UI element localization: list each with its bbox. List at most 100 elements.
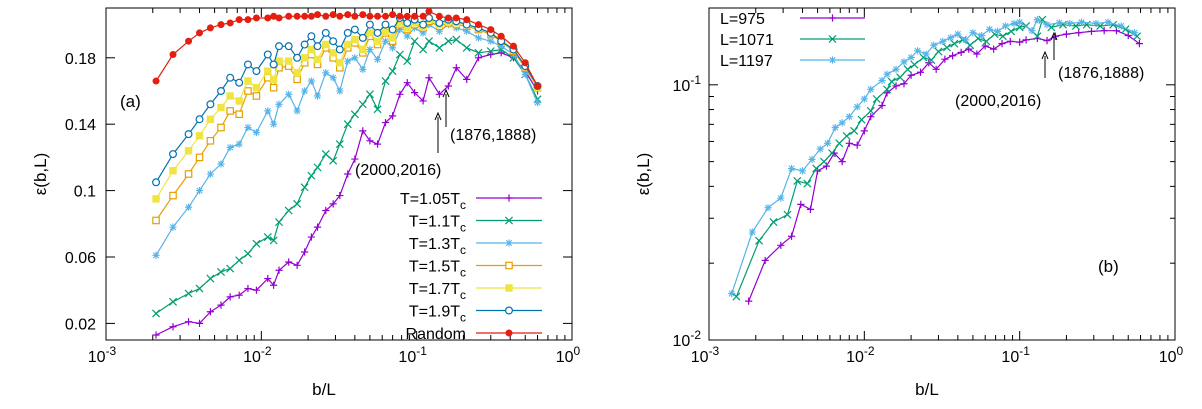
data-point [509,42,517,50]
data-point [252,67,261,76]
data-point [1043,21,1051,29]
data-point [842,131,851,141]
legend-marker [828,56,837,64]
series-line [731,18,1135,294]
data-point [184,130,193,139]
data-point [1001,22,1010,30]
data-point [235,110,243,119]
panel-label: (b) [1098,257,1119,276]
data-point [787,164,796,173]
y-tick-label: 0.14 [65,117,96,134]
data-point [184,289,193,298]
data-point [487,50,495,59]
data-point [195,153,204,162]
data-point [252,14,260,22]
data-point [835,139,844,148]
x-tick-label: 10-1 [1001,344,1030,366]
data-point [235,140,243,148]
data-point [169,223,177,231]
data-point [887,77,896,86]
data-point [424,13,433,22]
data-point [321,150,330,159]
data-point [444,82,452,90]
data-point [388,34,397,42]
y-tick-label: 0.02 [65,316,96,333]
legend-marker [505,306,514,315]
data-point [152,216,160,225]
data-point [168,297,178,306]
data-point [845,113,853,121]
data-point [206,115,215,123]
data-point [883,85,892,94]
data-point [787,232,796,240]
data-point [344,57,352,65]
data-point [293,53,302,62]
data-point [474,34,483,42]
data-point [1010,19,1018,28]
data-point [284,206,293,215]
y-tick-label: 0.1 [74,184,96,201]
data-point [301,12,309,20]
data-point [373,55,382,64]
data-point [411,12,419,20]
x-tick-label: 100 [556,344,581,366]
data-point [419,29,427,37]
data-point [329,74,337,82]
data-point [343,28,352,37]
data-point [195,284,204,293]
data-point [373,140,382,148]
x-axis-label: b/L [915,380,939,399]
data-point [284,42,293,51]
legend-label: T=1.3Tc [409,236,466,257]
data-point [1033,16,1041,24]
data-point [755,236,764,245]
data-point [235,78,244,87]
data-point [184,147,193,155]
y-tick-label: 0.06 [65,250,96,267]
data-point [152,331,160,339]
data-point [195,132,204,140]
data-point [252,92,261,100]
legend-marker [505,261,513,270]
data-point [474,48,483,57]
data-point [322,69,330,77]
data-point [403,18,412,27]
y-tick-label: 10-1 [673,73,702,95]
data-point [366,29,374,37]
data-point [998,32,1007,41]
data-point [403,79,411,87]
data-point [463,27,471,35]
data-point [403,32,411,40]
data-point [235,16,243,24]
data-point [381,27,390,35]
data-point [1028,27,1036,35]
legend-label: Random [406,326,466,343]
data-point [351,54,359,62]
data-point [838,158,846,166]
data-point [497,32,505,40]
data-point [307,12,315,20]
data-point [313,55,322,64]
data-point [411,89,419,97]
data-point [1135,40,1144,48]
series-l-1071 [732,15,1142,301]
data-point [388,67,397,76]
data-point [300,183,309,192]
legend-label: T=1.5Tc [409,259,466,280]
data-point [206,100,215,109]
legend-label: L=975 [720,11,765,28]
data-point [783,210,792,219]
data-point [381,118,390,127]
data-point [373,105,382,114]
data-point [1087,27,1096,35]
data-point [336,191,344,200]
data-point [365,20,374,29]
data-point [217,21,225,29]
data-point [169,323,177,331]
data-point [487,37,495,45]
data-point [1016,18,1024,26]
series-l-1197 [728,16,1139,298]
data-point [486,47,495,56]
data-point [307,32,316,41]
